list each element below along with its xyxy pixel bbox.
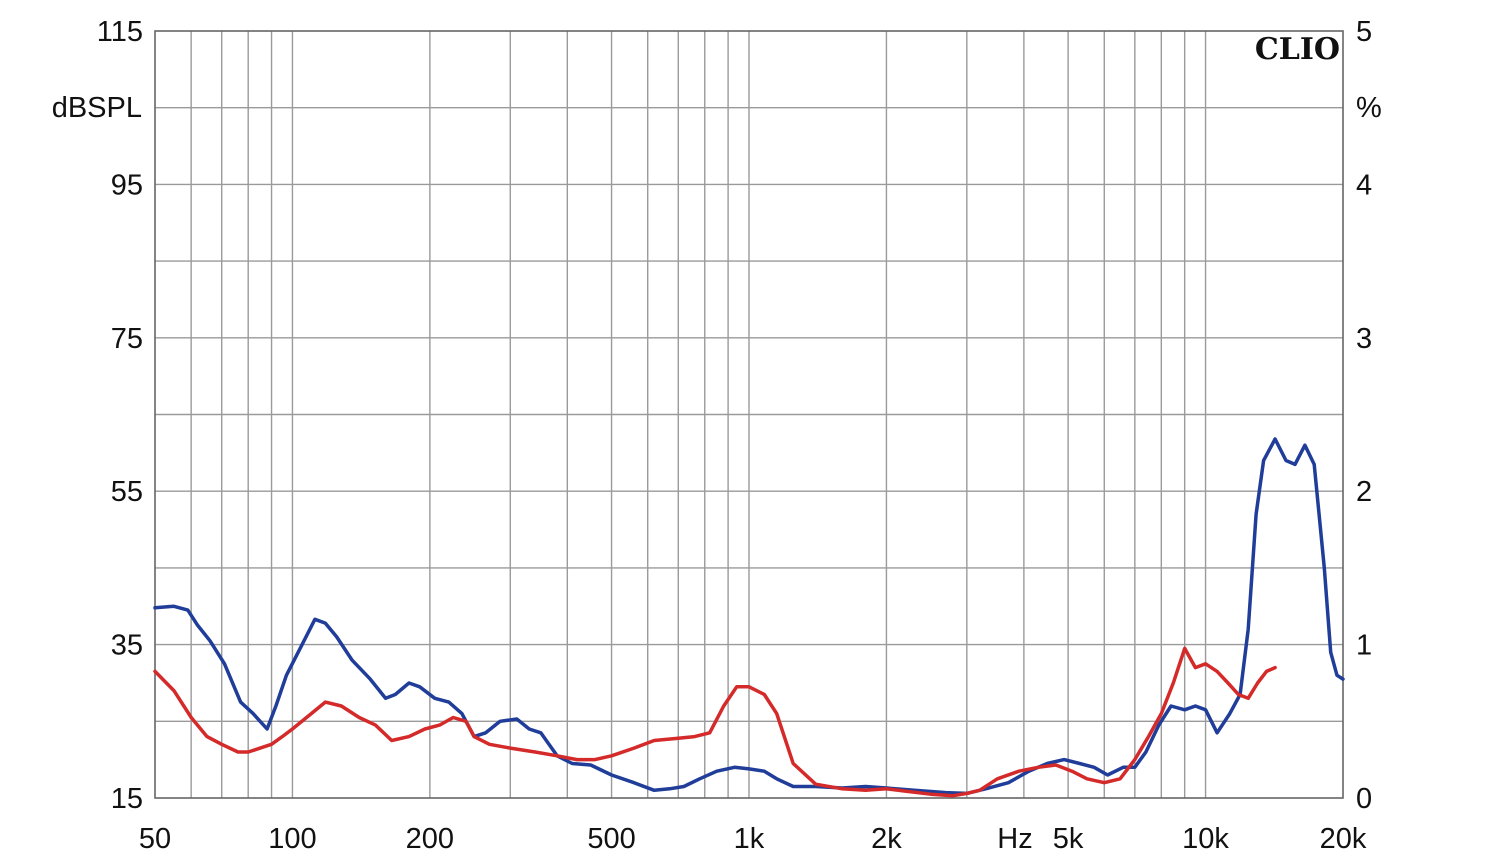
y-left-tick-label: 75 <box>111 323 143 355</box>
x-axis-label: Hz <box>997 823 1032 855</box>
y-right-tick-label: 4 <box>1356 169 1372 201</box>
series-line-2 <box>153 646 1277 798</box>
x-axis-ticks: 50 100 200 500 1k 2k 5k 10k 20k <box>139 823 1367 855</box>
y-right-tick-label: 2 <box>1356 476 1372 508</box>
series-line-1 <box>153 437 1345 796</box>
x-tick-label: 100 <box>268 823 316 855</box>
x-tick-label: 500 <box>587 823 635 855</box>
x-tick-label: 5k <box>1053 823 1084 855</box>
plot-frame <box>154 30 1344 799</box>
y-right-tick-label: 3 <box>1356 323 1372 355</box>
y-left-tick-label: 55 <box>111 476 143 508</box>
y-left-tick-label: 95 <box>111 169 143 201</box>
x-tick-label: 1k <box>734 823 765 855</box>
y-left-tick-label: 115 <box>97 16 143 48</box>
series-layer <box>153 437 1345 798</box>
x-tick-label: 2k <box>871 823 902 855</box>
clio-brand-label: CLIO <box>1255 32 1340 67</box>
y-right-axis-ticks: 0 1 2 3 4 5 <box>1356 16 1372 815</box>
y-left-tick-label: 35 <box>111 630 143 662</box>
y-right-tick-label: 5 <box>1356 16 1372 48</box>
y-right-tick-label: 0 <box>1356 783 1372 815</box>
y-right-axis-label: % <box>1356 92 1382 124</box>
y-left-tick-label: 15 <box>111 783 143 815</box>
grid <box>155 31 1343 798</box>
y-left-axis-ticks: 15 35 55 75 95 115 <box>97 16 143 815</box>
x-tick-label: 10k <box>1182 823 1229 855</box>
x-tick-label: 20k <box>1320 823 1367 855</box>
y-left-axis-label: dBSPL <box>52 92 142 124</box>
y-right-tick-label: 1 <box>1356 630 1372 662</box>
x-tick-label: 200 <box>406 823 454 855</box>
x-tick-label: 50 <box>139 823 171 855</box>
